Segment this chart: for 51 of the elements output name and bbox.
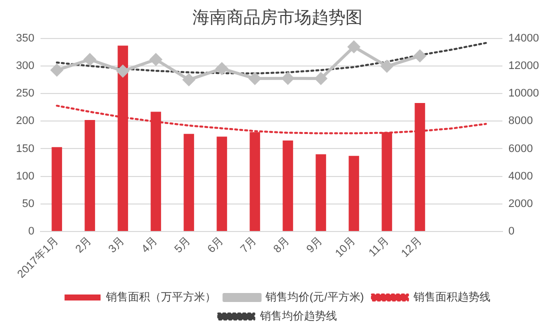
point: [150, 54, 162, 66]
point: [348, 40, 360, 53]
y-tick-label: 300: [16, 60, 34, 72]
legend-label: 销售均价(元/平方米): [264, 290, 364, 304]
bar: [316, 154, 326, 231]
point: [380, 60, 393, 72]
y2-tick-label: 12000: [508, 60, 540, 72]
y2-tick-label: 0: [508, 226, 515, 238]
point: [50, 64, 63, 76]
y2-tick-label: 10000: [508, 88, 540, 100]
y-tick-label: 150: [16, 142, 34, 155]
point: [216, 62, 228, 75]
bar: [216, 136, 228, 231]
point: [248, 72, 261, 85]
x-tick-label: 2月: [74, 234, 94, 256]
legend-label: 销售面积（万平方米）: [105, 290, 216, 304]
y-tick-label: 350: [16, 32, 34, 44]
point: [116, 65, 129, 78]
y2-tick-label: 6000: [508, 142, 533, 155]
bar: [282, 140, 294, 231]
x-tick-label: 10月: [333, 234, 358, 260]
x-tick-label: 3月: [106, 234, 128, 256]
x-tick-label: 6月: [206, 234, 226, 256]
x-tick-label: 7月: [238, 234, 260, 256]
bar: [348, 156, 360, 231]
x-tick-label: 9月: [304, 234, 326, 256]
bar: [84, 120, 96, 231]
y-tick-label: 50: [22, 198, 34, 210]
chart-title: 海南商品房市场趋势图: [192, 8, 362, 27]
y-tick-label: 250: [16, 88, 34, 100]
x-tick-label: 4月: [140, 234, 160, 256]
y2-tick-label: 8000: [508, 115, 533, 128]
y-tick-label: 100: [16, 170, 34, 182]
point: [282, 72, 294, 84]
point: [314, 72, 327, 85]
bar: [184, 134, 194, 231]
point: [84, 54, 96, 66]
x-tick-label: 11月: [366, 234, 392, 260]
y2-tick-label: 2000: [508, 198, 533, 210]
x-tick-label: 5月: [172, 234, 194, 256]
x-tick-label: 12月: [399, 234, 424, 260]
legend-label: 销售均价趋势线: [258, 310, 337, 323]
y2-tick-label: 4000: [508, 170, 533, 182]
point: [414, 50, 426, 62]
bar: [52, 147, 62, 231]
x-tick-label: 8月: [272, 234, 292, 256]
y2-tick-label: 14000: [508, 32, 540, 44]
point: [182, 74, 195, 86]
y-tick-label: 200: [16, 115, 34, 128]
y-tick-label: 0: [28, 226, 34, 238]
legend-label: 销售面积趋势线: [412, 290, 490, 304]
